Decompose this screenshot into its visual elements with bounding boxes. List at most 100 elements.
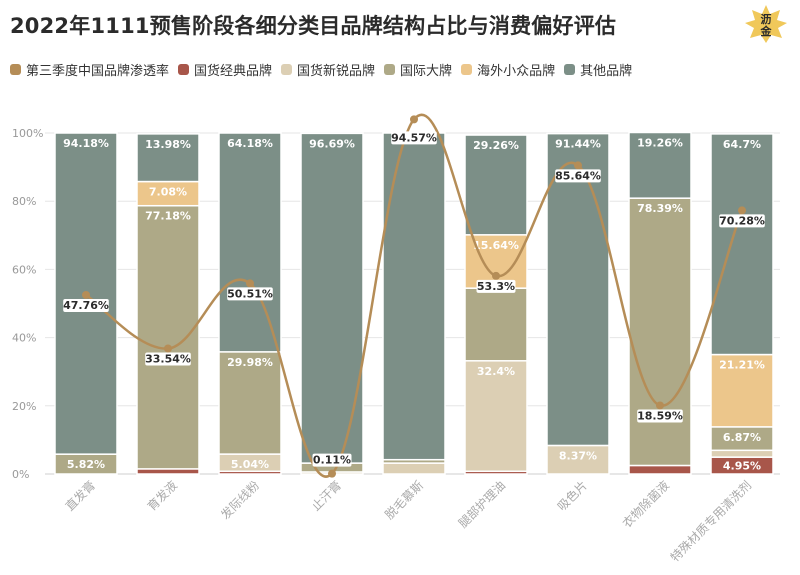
segment-data-label: 19.26%	[637, 136, 683, 149]
chart-legend: 第三季度中国品牌渗透率 国货经典品牌 国货新锐品牌 国际大牌 海外小众品牌 其他品牌	[10, 60, 641, 79]
segment-data-label: 94.18%	[63, 137, 109, 150]
segment-data-label: 6.87%	[723, 431, 761, 444]
legend-item-international[interactable]: 国际大牌	[384, 60, 452, 79]
legend-item-other[interactable]: 其他品牌	[564, 60, 632, 79]
bar-segment-overseas_niche	[710, 353, 774, 428]
segment-data-label: 64.18%	[227, 137, 273, 150]
segment-data-label: 77.18%	[145, 210, 191, 223]
y-tick-label: 100%	[12, 127, 43, 140]
segment-data-label: 96.69%	[309, 137, 355, 150]
logo-char-1: 沥	[761, 12, 772, 26]
segment-data-label: 5.04%	[231, 458, 269, 471]
segment-data-label: 78.39%	[637, 202, 683, 215]
bar-segment-other	[382, 132, 446, 461]
bar-segment-guohuo_new	[464, 360, 528, 473]
line-label-bg	[63, 298, 109, 312]
segment-data-label: 29.98%	[227, 356, 273, 369]
bar-segment-overseas_niche	[136, 180, 200, 207]
line-data-label: 50.51%	[227, 287, 273, 300]
bar-segment-guohuo_classic	[136, 468, 200, 475]
line-data-label: 33.54%	[145, 353, 191, 366]
x-tick-label: 发际线粉	[218, 478, 263, 523]
segment-data-label: 91.44%	[555, 138, 601, 151]
legend-item-overseas_niche[interactable]: 海外小众品牌	[461, 60, 555, 79]
bar-segment-other	[218, 132, 282, 353]
x-tick-label: 直发膏	[62, 478, 98, 514]
penetration-point	[246, 279, 254, 288]
legend-swatch	[461, 64, 473, 75]
line-data-label: 18.59%	[637, 409, 683, 422]
y-tick-label: 40%	[12, 332, 36, 345]
line-label-bg	[391, 131, 437, 145]
legend-swatch	[10, 64, 21, 75]
bar-segment-other	[464, 134, 528, 236]
line-label-bg	[145, 352, 191, 366]
bar-segment-guohuo_new	[710, 449, 774, 458]
bar-segment-other	[628, 131, 692, 199]
penetration-point	[492, 271, 500, 280]
line-label-bg	[476, 279, 516, 293]
legend-item-penetration[interactable]: 第三季度中国品牌渗透率	[10, 60, 169, 79]
line-data-label: 70.28%	[719, 214, 765, 227]
chart-title: 2022年1111预售阶段各细分类目品牌结构占比与消费偏好评估	[10, 14, 617, 38]
penetration-point	[656, 401, 664, 410]
legend-swatch	[281, 64, 293, 75]
penetration-line	[85, 114, 744, 478]
bar-segment-other	[546, 132, 610, 447]
legend-label: 第三季度中国品牌渗透率	[26, 64, 170, 79]
segment-data-label: 5.82%	[67, 458, 105, 471]
line-data-label: 53.3%	[477, 280, 515, 293]
bar-segment-international	[628, 197, 692, 467]
legend-swatch	[564, 64, 576, 75]
penetration-point	[738, 206, 746, 215]
bar-segment-guohuo_new	[546, 444, 610, 475]
line-data-label: 94.57%	[391, 131, 437, 144]
y-tick-label: 20%	[12, 400, 36, 413]
line-label-bg	[312, 453, 352, 467]
segment-data-label: 64.7%	[723, 138, 761, 151]
penetration-point	[328, 469, 336, 478]
x-tick-label: 衣物除菌液	[619, 478, 672, 531]
penetration-point	[410, 115, 418, 124]
legend-label: 国际大牌	[400, 64, 453, 79]
x-tick-label: 止汗膏	[308, 478, 344, 514]
legend-label: 其他品牌	[580, 64, 633, 79]
bar-segment-guohuo_classic	[628, 464, 692, 475]
y-tick-label: 0%	[12, 468, 29, 481]
x-tick-label: 特殊材质专用清洗剂	[667, 478, 754, 565]
legend-label: 国货经典品牌	[194, 64, 273, 79]
bar-segment-other	[710, 133, 774, 356]
line-data-label: 0.11%	[313, 454, 351, 467]
line-label-bg	[719, 214, 765, 228]
y-tick-label: 80%	[12, 195, 36, 208]
x-tick-label: 育发液	[144, 478, 180, 514]
line-data-label: 85.64%	[555, 169, 601, 182]
x-tick-label: 腿部护理油	[455, 478, 508, 531]
segment-data-label: 13.98%	[145, 138, 191, 151]
line-label-bg	[637, 409, 683, 423]
bar-segment-other	[136, 133, 200, 183]
legend-swatch	[178, 64, 190, 75]
legend-item-guohuo_new[interactable]: 国货新锐品牌	[281, 60, 375, 79]
bar-segment-international	[136, 204, 200, 470]
bar-segment-international	[218, 351, 282, 455]
x-tick-label: 吸色片	[555, 478, 590, 513]
segment-data-label: 8.37%	[559, 449, 597, 462]
legend-item-guohuo_classic[interactable]: 国货经典品牌	[178, 60, 272, 79]
legend-label: 海外小众品牌	[477, 64, 556, 79]
segment-data-label: 29.26%	[473, 139, 519, 152]
line-label-bg	[227, 287, 273, 301]
y-tick-label: 60%	[12, 263, 36, 276]
segment-data-label: 32.4%	[477, 365, 515, 378]
segment-data-label: 4.95%	[723, 460, 761, 473]
segment-data-label: 7.08%	[149, 186, 187, 199]
legend-label: 国货新锐品牌	[297, 64, 376, 79]
penetration-point	[574, 161, 582, 170]
segment-data-label: 15.64%	[473, 239, 519, 252]
logo-char-2: 金	[760, 24, 773, 38]
legend-swatch	[384, 64, 396, 75]
line-data-label: 47.76%	[63, 299, 109, 312]
penetration-point	[82, 290, 90, 299]
penetration-point	[164, 344, 172, 353]
